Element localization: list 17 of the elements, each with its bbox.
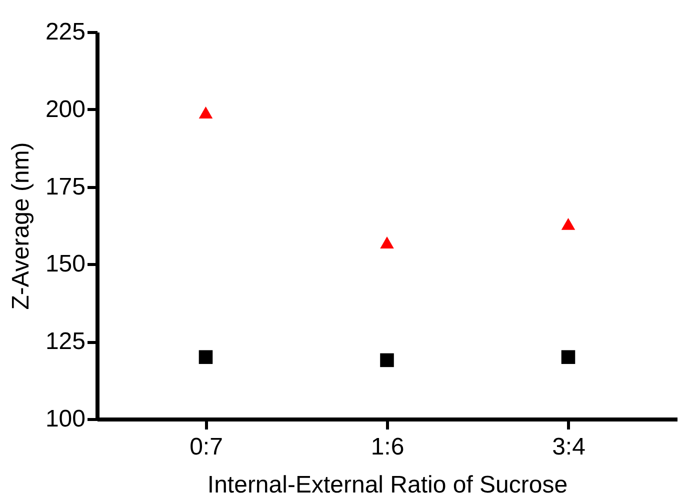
y-tick-label: 100 bbox=[45, 406, 86, 432]
y-axis-title: Z-Average (nm) bbox=[7, 142, 34, 310]
x-tick-label: 3:4 bbox=[552, 434, 586, 460]
point bbox=[380, 353, 394, 368]
y-tick-label: 125 bbox=[45, 328, 86, 356]
point bbox=[198, 106, 213, 118]
point bbox=[380, 236, 394, 248]
y-tick-label: 150 bbox=[45, 250, 86, 278]
point bbox=[561, 350, 576, 364]
x-axis-title: Internal-External Ratio of Sucrose bbox=[207, 472, 568, 498]
point bbox=[198, 350, 213, 364]
point bbox=[561, 218, 576, 230]
y-tick-label: 225 bbox=[45, 18, 86, 46]
y-tick-label: 200 bbox=[45, 96, 86, 123]
y-tick-label: 175 bbox=[45, 173, 86, 200]
x-tick-label: 0:7 bbox=[190, 434, 223, 460]
x-tick-label: 1:6 bbox=[370, 434, 404, 460]
